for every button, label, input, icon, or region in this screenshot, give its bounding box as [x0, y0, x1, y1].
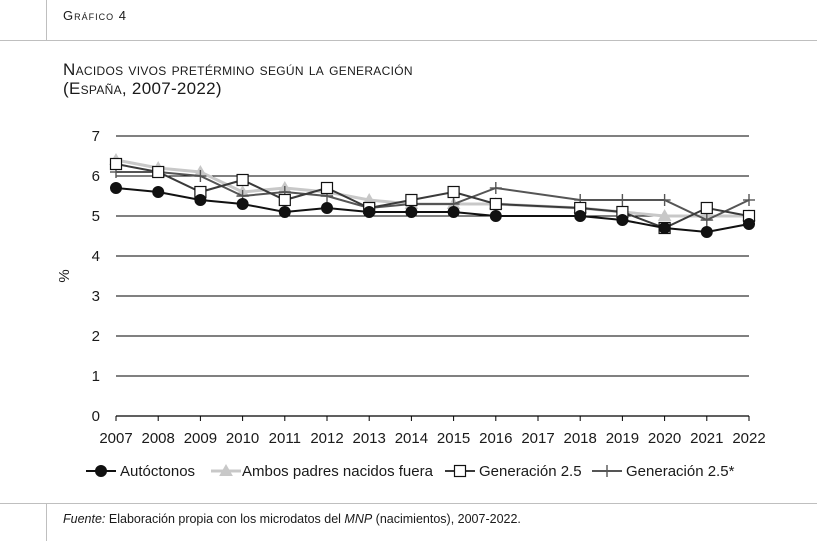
- data-point: [700, 214, 713, 226]
- series-lines: [109, 152, 756, 238]
- legend: Autóctonos Ambos padres nacidos fuera Gene…: [86, 463, 735, 480]
- chart-title: Nacidos vivos pretérmino según la genera…: [63, 60, 413, 79]
- source-text-after: (nacimientos), 2007-2022.: [372, 512, 521, 526]
- data-point: [743, 194, 755, 206]
- legend-item: Generación 2.5*: [592, 463, 735, 480]
- data-point: [489, 197, 502, 211]
- y-tick-label: 4: [92, 248, 100, 265]
- source-label: Fuente:: [63, 512, 106, 526]
- x-tick-label: 2021: [690, 430, 723, 447]
- series-line: [115, 163, 750, 230]
- legend-item: Autóctonos: [86, 463, 195, 480]
- legend-label: Generación 2.5: [479, 463, 582, 480]
- y-tick-label: 1: [92, 368, 100, 385]
- series-2: [109, 157, 756, 235]
- figure-label: Gráfico 4: [63, 8, 127, 23]
- x-tick-label: 2017: [521, 430, 554, 447]
- data-point: [616, 194, 629, 206]
- legend-label: Autóctonos: [120, 463, 195, 480]
- y-tick-label: 2: [92, 328, 100, 345]
- data-point: [453, 464, 467, 478]
- gridlines: [115, 135, 750, 421]
- data-point: [489, 210, 502, 222]
- x-tick-label: 2016: [479, 430, 512, 447]
- footer-horizontal-rule: [0, 503, 817, 504]
- source-text-before: Elaboración propia con los microdatos de…: [108, 512, 345, 526]
- data-point: [447, 206, 460, 218]
- data-point: [95, 465, 107, 477]
- data-point: [236, 173, 249, 187]
- y-tick-label: 6: [92, 168, 100, 185]
- x-tick-label: 2010: [226, 430, 259, 447]
- data-point: [658, 194, 671, 206]
- x-tick-label: 2008: [142, 430, 175, 447]
- data-point: [700, 226, 713, 238]
- footer-vertical-rule: [46, 503, 47, 541]
- data-point: [194, 170, 207, 182]
- legend-item: Ambos padres nacidos fuera: [211, 463, 434, 480]
- data-point: [700, 201, 713, 215]
- data-point: [110, 182, 122, 194]
- x-tick-label: 2022: [732, 430, 765, 447]
- x-tick-label: 2013: [353, 430, 386, 447]
- series-0: [110, 182, 755, 238]
- data-point: [616, 214, 629, 226]
- header-vertical-rule: [46, 0, 47, 40]
- x-tick-label: 2020: [648, 430, 681, 447]
- data-point: [601, 465, 613, 477]
- x-tick-label: 2018: [564, 430, 597, 447]
- data-point: [405, 193, 418, 207]
- data-point: [743, 218, 755, 230]
- y-tick-label: 7: [92, 128, 100, 145]
- data-point: [152, 186, 165, 198]
- x-tick-label: 2014: [395, 430, 428, 447]
- x-tick-label: 2009: [184, 430, 217, 447]
- source-italic: MNP: [344, 512, 373, 526]
- x-tick-label: 2015: [437, 430, 470, 447]
- data-point: [320, 181, 334, 195]
- x-tick-label: 2012: [310, 430, 343, 447]
- data-point: [321, 202, 333, 214]
- data-point: [219, 463, 233, 476]
- y-axis-label: %: [56, 269, 73, 282]
- data-point: [405, 206, 418, 218]
- y-tick-label: 3: [92, 288, 100, 305]
- x-tick-labels: 2007 2008 2009 2010 2011 2012 2013 2014 2015 2016…: [99, 430, 765, 447]
- source-note: Fuente: Elaboración propia con los micro…: [63, 512, 521, 526]
- data-point: [363, 206, 376, 218]
- x-tick-label: 2019: [606, 430, 639, 447]
- data-point: [278, 193, 291, 207]
- data-point: [658, 222, 671, 234]
- data-point: [657, 208, 672, 221]
- series-1: [109, 152, 756, 221]
- x-tick-label: 2011: [269, 430, 301, 447]
- chart-subtitle: (España, 2007-2022): [63, 79, 222, 98]
- data-point: [109, 157, 123, 171]
- y-tick-labels: 0 1 2 3 4 5 6 7: [92, 128, 100, 425]
- data-point: [152, 165, 165, 179]
- data-point: [489, 182, 502, 194]
- data-point: [194, 194, 207, 206]
- y-tick-label: 5: [92, 208, 100, 225]
- data-point: [236, 198, 249, 210]
- legend-label: Generación 2.5*: [626, 463, 735, 480]
- header-horizontal-rule: [0, 40, 817, 41]
- data-point: [278, 206, 291, 218]
- data-point: [574, 210, 587, 222]
- line-chart: 0 1 2 3 4 5 6 7 2007 2008 2009 2010 2011 2012 2013 201…: [56, 128, 766, 480]
- data-point: [447, 185, 460, 199]
- x-tick-label: 2007: [99, 430, 132, 447]
- legend-label: Ambos padres nacidos fuera: [242, 463, 434, 480]
- series-line: [115, 187, 750, 234]
- y-tick-label: 0: [92, 408, 100, 425]
- legend-item: Generación 2.5: [445, 463, 582, 480]
